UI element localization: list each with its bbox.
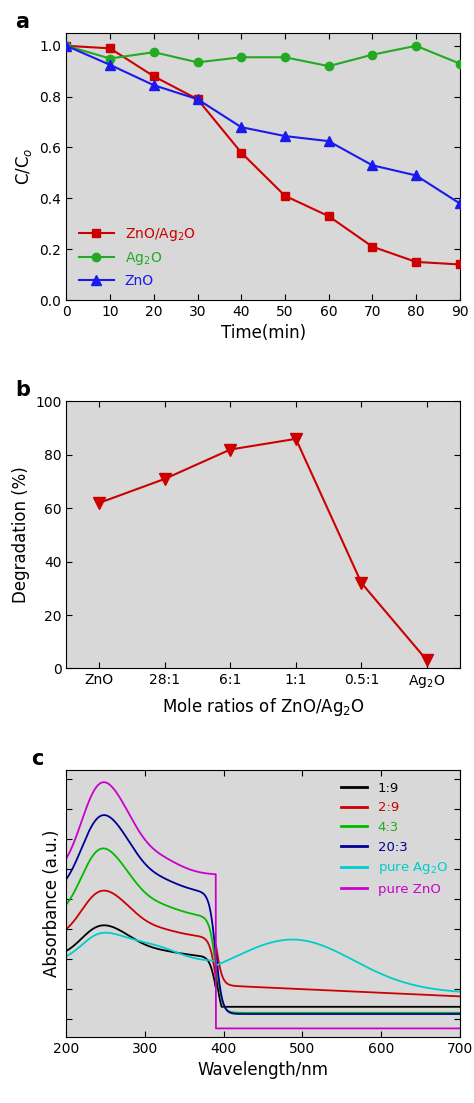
Line: ZnO: ZnO bbox=[62, 41, 465, 208]
Ag$_2$O bbox=[370, 49, 375, 62]
Y-axis label: Degradation (%): Degradation (%) bbox=[11, 467, 29, 603]
Y-axis label: Absorbance (a.u.): Absorbance (a.u.) bbox=[43, 829, 61, 977]
Y-axis label: C/C$_o$: C/C$_o$ bbox=[14, 148, 34, 185]
ZnO/Ag$_2$O bbox=[151, 69, 156, 83]
Ag$_2$O bbox=[413, 40, 419, 53]
Ag$_2$O bbox=[107, 52, 113, 65]
Ag$_2$O bbox=[151, 45, 156, 58]
ZnO/Ag$_2$O bbox=[195, 93, 201, 106]
ZnO/Ag$_2$O bbox=[282, 190, 288, 203]
ZnO bbox=[326, 135, 331, 148]
Legend: ZnO/Ag$_2$O, Ag$_2$O, ZnO: ZnO/Ag$_2$O, Ag$_2$O, ZnO bbox=[73, 221, 201, 293]
ZnO/Ag$_2$O bbox=[107, 42, 113, 55]
ZnO bbox=[457, 196, 463, 210]
ZnO bbox=[282, 129, 288, 142]
Ag$_2$O bbox=[64, 40, 69, 53]
Ag$_2$O bbox=[238, 51, 244, 64]
Text: c: c bbox=[31, 749, 43, 769]
ZnO/Ag$_2$O bbox=[413, 255, 419, 268]
Text: b: b bbox=[15, 381, 30, 400]
X-axis label: Mole ratios of ZnO/Ag$_2$O: Mole ratios of ZnO/Ag$_2$O bbox=[162, 696, 365, 718]
ZnO/Ag$_2$O bbox=[64, 40, 69, 53]
Ag$_2$O bbox=[457, 57, 463, 71]
ZnO bbox=[64, 40, 69, 53]
Ag$_2$O bbox=[282, 51, 288, 64]
ZnO bbox=[413, 169, 419, 182]
X-axis label: Time(min): Time(min) bbox=[220, 324, 306, 342]
ZnO/Ag$_2$O bbox=[326, 210, 331, 223]
ZnO/Ag$_2$O bbox=[457, 258, 463, 271]
ZnO/Ag$_2$O bbox=[238, 146, 244, 159]
Legend: 1:9, 2:9, 4:3, 20:3, pure Ag$_2$O, pure ZnO: 1:9, 2:9, 4:3, 20:3, pure Ag$_2$O, pure … bbox=[336, 777, 453, 901]
ZnO bbox=[195, 93, 201, 106]
ZnO bbox=[107, 58, 113, 72]
Ag$_2$O bbox=[326, 60, 331, 73]
ZnO/Ag$_2$O bbox=[370, 240, 375, 254]
ZnO bbox=[151, 78, 156, 92]
Line: ZnO/Ag$_2$O: ZnO/Ag$_2$O bbox=[62, 42, 464, 269]
Text: a: a bbox=[15, 12, 29, 32]
Line: Ag$_2$O: Ag$_2$O bbox=[62, 42, 464, 71]
ZnO bbox=[370, 159, 375, 172]
Ag$_2$O bbox=[195, 56, 201, 69]
ZnO bbox=[238, 120, 244, 133]
X-axis label: Wavelength/nm: Wavelength/nm bbox=[198, 1061, 328, 1079]
